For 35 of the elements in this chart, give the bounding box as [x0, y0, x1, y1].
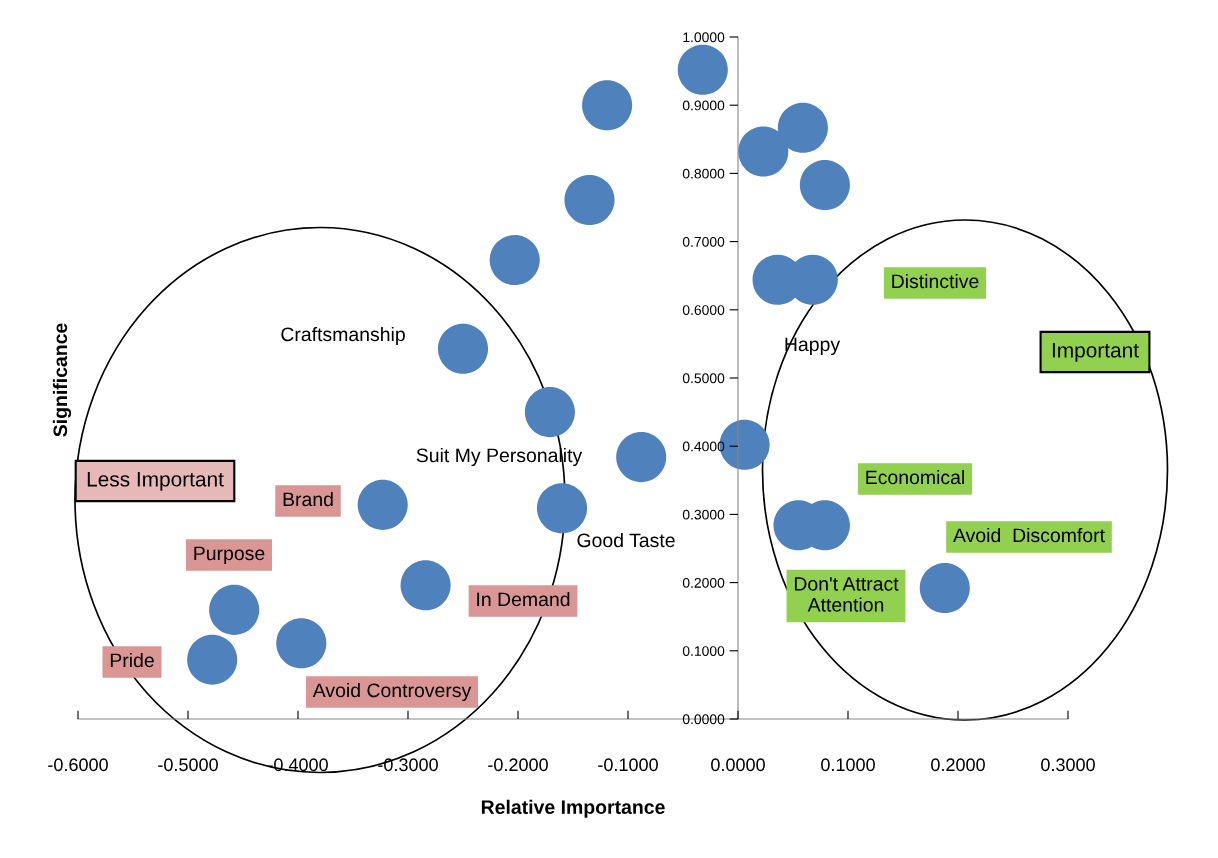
- x-tick-label: -0.1000: [598, 758, 658, 772]
- y-tick-label: 1.0000: [683, 32, 725, 43]
- y-tick-label: 0.5000: [682, 373, 725, 384]
- y-tick-label: 0.0000: [682, 714, 725, 725]
- x-tick-label: -0.4000: [268, 758, 328, 772]
- y-tick-label: 0.3000: [682, 509, 725, 520]
- annotation: Craftsmanship: [281, 326, 405, 346]
- y-tick-label: 0.8000: [682, 168, 725, 179]
- annotation: Economical: [866, 469, 964, 485]
- annotation: Distinctive: [892, 273, 979, 289]
- annotation: Don't Attract Attention: [794, 577, 899, 612]
- y-tick-label: 0.2000: [682, 577, 725, 588]
- y-tick-label: 0.7000: [682, 236, 725, 247]
- x-tick-label: -0.3000: [378, 758, 438, 772]
- x-tick-label: -0.6000: [48, 758, 108, 772]
- annotation: Brand: [283, 491, 333, 507]
- x-tick-label: 0.2000: [931, 758, 985, 772]
- y-tick-label: 0.6000: [682, 305, 725, 315]
- annotation: Important: [1052, 343, 1139, 362]
- x-axis-title: Relative Importance: [481, 799, 665, 818]
- y-tick-label: 0.9000: [682, 100, 725, 111]
- annotation: Good Taste: [577, 532, 675, 548]
- y-axis-title: Significance: [52, 323, 72, 437]
- annotation: Avoid Discomfort: [953, 527, 1105, 543]
- x-tick-label: 0.3000: [1041, 758, 1095, 772]
- annotation: Purpose: [194, 546, 265, 565]
- x-tick-label: -0.2000: [488, 758, 548, 772]
- annotation: Pride: [110, 652, 154, 668]
- annotation: In Demand: [477, 591, 570, 607]
- y-tick-label: 0.1000: [682, 646, 725, 656]
- x-tick-label: 0.1000: [821, 758, 875, 772]
- x-tick-label: 0.0000: [711, 758, 765, 772]
- x-tick-label: -0.5000: [158, 758, 218, 772]
- annotation: Less Important: [87, 472, 224, 491]
- annotation: Avoid Controversy: [312, 682, 472, 702]
